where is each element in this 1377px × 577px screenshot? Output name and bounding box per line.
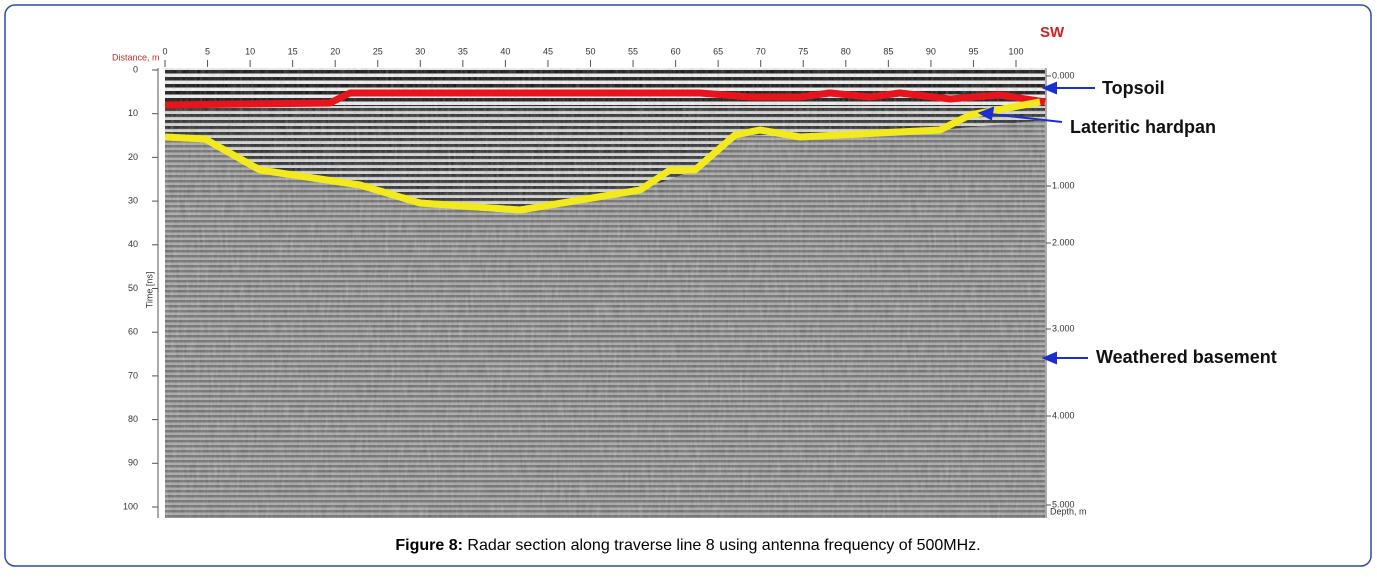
caption-text: Radar section along traverse line 8 usin… [467,537,980,554]
x-tick-label: 20 [330,46,340,56]
y-tick-label: 40 [128,239,138,249]
x-tick-label: 0 [162,46,167,56]
depth-tick-label: 4.000 [1052,410,1075,420]
x-tick-label: 5 [205,46,210,56]
radargram [157,68,1047,518]
depth-tick-label: 1.000 [1052,180,1075,190]
y-tick-label: 10 [128,108,138,118]
y-tick-label: 20 [128,152,138,162]
x-tick-label: 80 [841,46,851,56]
x-tick-label: 85 [883,46,893,56]
x-tick-label: 70 [756,46,766,56]
x-tick-label: 90 [926,46,936,56]
annotation: Lateritic hardpan [1070,117,1216,137]
y-tick-label: 0 [133,64,138,74]
annotation: Topsoil [1102,78,1165,98]
y-axis-title: Time [ns] [144,272,154,309]
x-tick-label: 50 [585,46,595,56]
depth-tick-label: 2.000 [1052,237,1075,247]
caption: Figure 8: Radar section along traverse l… [395,537,980,554]
depth-tick-label: 0.000 [1052,70,1075,80]
x-tick-label: 60 [671,46,681,56]
arrows [977,81,1095,365]
x-tick-label: 40 [500,46,510,56]
y-tick-label: 30 [128,195,138,205]
corner-label: SW [1040,24,1065,41]
caption-label: Figure 8: [395,537,463,554]
x-tick-label: 35 [458,46,468,56]
x-tick-label: 95 [968,46,978,56]
x-tick-label: 45 [543,46,553,56]
x-tick-label: 75 [798,46,808,56]
depth-tick-label: 5.000 [1052,499,1075,509]
annotation: Weathered basement [1096,347,1277,367]
x-tick-label: 65 [713,46,723,56]
y-tick-label: 60 [128,327,138,337]
y-tick-label: 70 [128,370,138,380]
depth-title: Depth, m [1050,506,1087,516]
x-tick-label: 55 [628,46,638,56]
x-tick-label: 15 [288,46,298,56]
y-tick-label: 80 [128,414,138,424]
x-axis-title: Distance, m [112,52,160,62]
x-tick-label: 10 [245,46,255,56]
x-tick-label: 100 [1008,46,1023,56]
x-tick-label: 25 [373,46,383,56]
y-tick-label: 50 [128,283,138,293]
x-tick-label: 30 [415,46,425,56]
y-tick-label: 90 [128,458,138,468]
y-tick-label: 100 [123,501,138,511]
depth-tick-label: 3.000 [1052,323,1075,333]
